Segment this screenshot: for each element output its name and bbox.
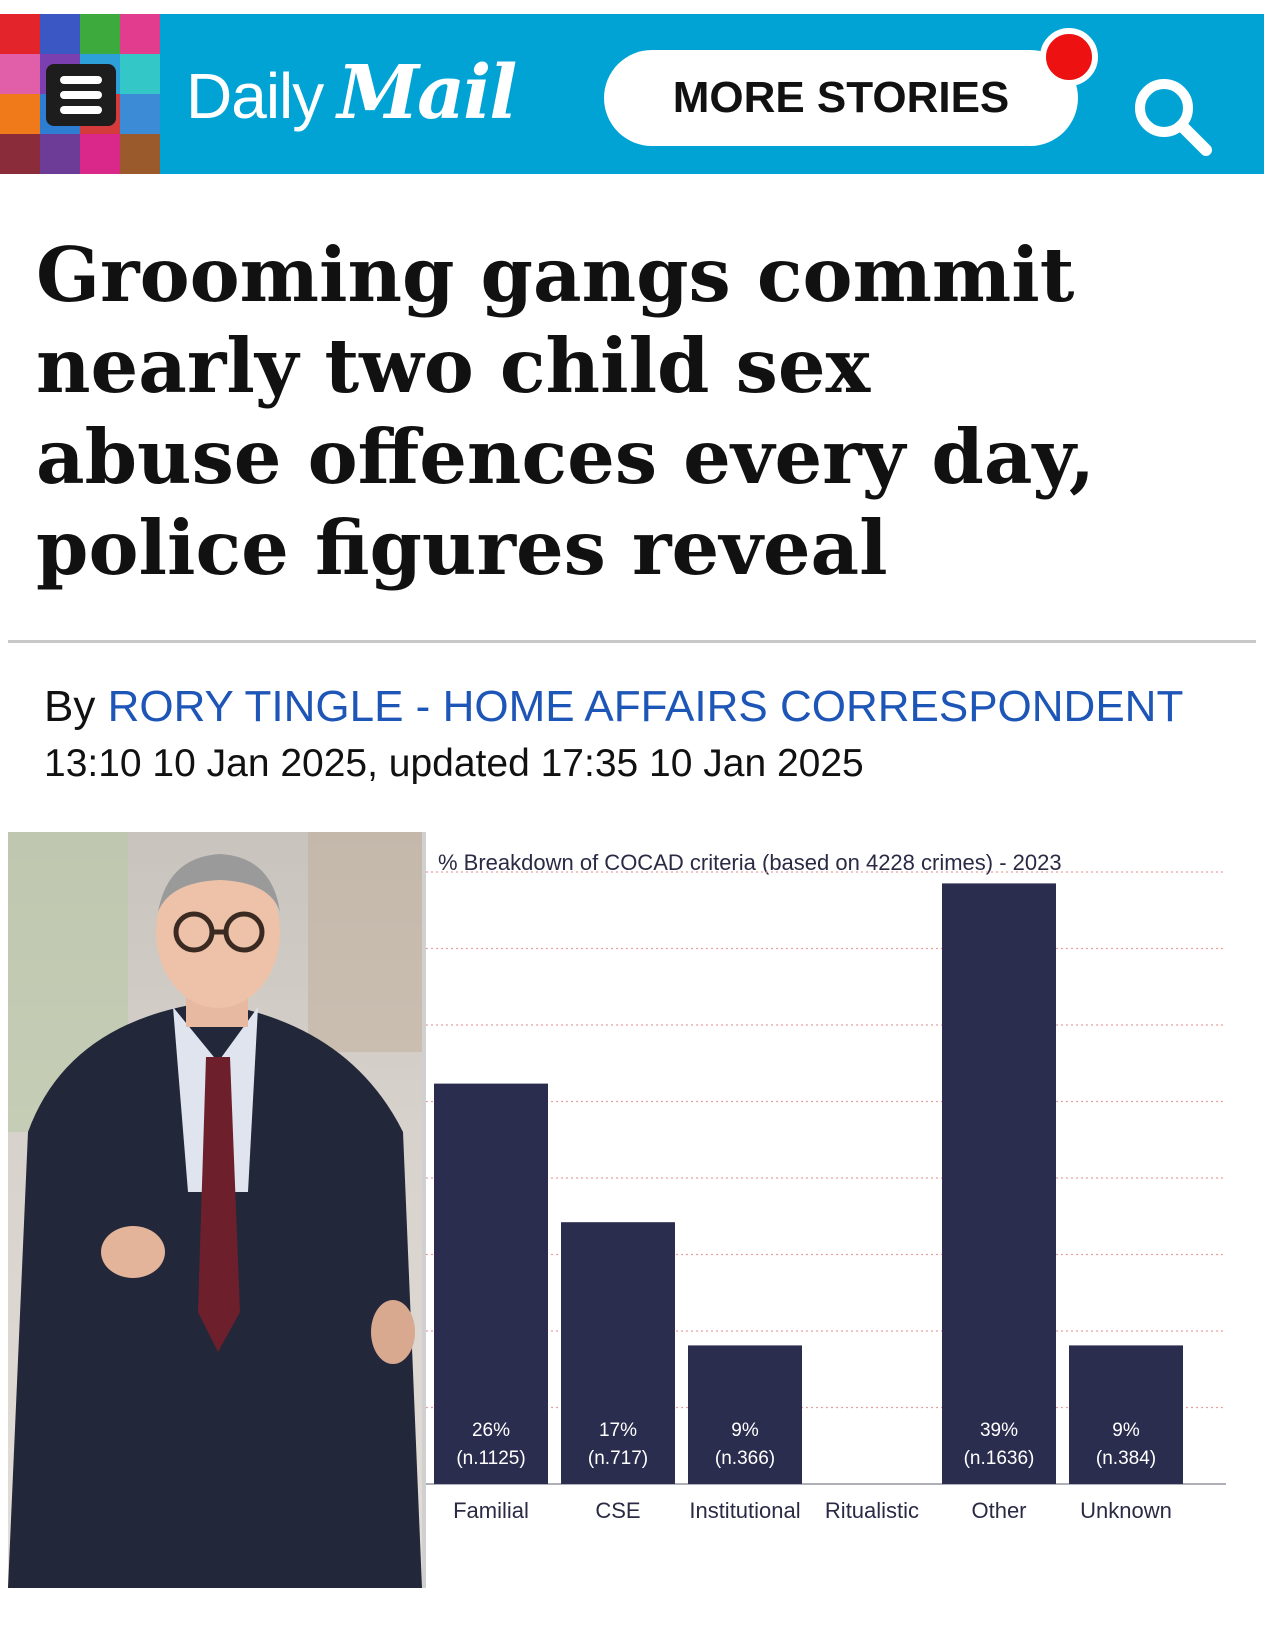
bar-count-label: (n.384) xyxy=(1096,1448,1156,1469)
bar-value-label: 26% xyxy=(472,1420,510,1441)
logo-color-blocks xyxy=(0,14,160,174)
author-link[interactable]: RORY TINGLE - HOME AFFAIRS CORRESPONDENT xyxy=(107,682,1184,731)
byline-prefix: By xyxy=(44,682,108,731)
photo-illustration xyxy=(8,832,422,1588)
search-icon[interactable] xyxy=(1130,74,1216,160)
category-label: Ritualistic xyxy=(825,1498,919,1523)
headline-divider xyxy=(8,640,1256,643)
category-label: CSE xyxy=(595,1498,640,1523)
image-divider xyxy=(422,832,426,1588)
more-stories-button[interactable]: MORE STORIES xyxy=(604,50,1078,146)
bar-count-label: (n.1125) xyxy=(456,1448,525,1469)
chart-canvas: 26% (n.1125) Familial 17% (n.717) CSE 9% (n.366… xyxy=(426,871,1226,1523)
bar-value-label: 9% xyxy=(731,1420,759,1441)
hamburger-menu-icon[interactable] xyxy=(46,64,116,126)
notification-dot-icon xyxy=(1040,28,1098,86)
bar-count-label: (n.1636) xyxy=(964,1448,1035,1469)
chart-bar xyxy=(1069,1345,1183,1484)
chart-bar xyxy=(942,883,1056,1484)
daily-mail-logo[interactable]: Daily Mail xyxy=(186,50,517,140)
chart-bar xyxy=(434,1083,548,1484)
article-dateline: 13:10 10 Jan 2025, updated 17:35 10 Jan … xyxy=(44,742,864,785)
category-label: Familial xyxy=(453,1498,529,1523)
category-label: Unknown xyxy=(1080,1498,1172,1523)
cocad-bar-chart: % Breakdown of COCAD criteria (based on … xyxy=(426,832,1256,1588)
bar-value-label: 9% xyxy=(1112,1420,1140,1441)
category-label: Other xyxy=(971,1498,1026,1523)
byline: By RORY TINGLE - HOME AFFAIRS CORRESPOND… xyxy=(44,682,1183,732)
category-label: Institutional xyxy=(689,1498,800,1523)
site-header: Daily Mail MORE STORIES xyxy=(0,14,1264,174)
chart-title: % Breakdown of COCAD criteria (based on … xyxy=(438,850,1062,875)
bar-count-label: (n.717) xyxy=(588,1448,648,1469)
chart-bar xyxy=(561,1222,675,1484)
article-photo xyxy=(8,832,422,1588)
chart-bar xyxy=(688,1345,802,1484)
brand-mail: Mail xyxy=(337,50,517,136)
brand-daily: Daily xyxy=(186,60,324,132)
bar-count-label: (n.366) xyxy=(715,1448,775,1469)
article-headline: Grooming gangs commit nearly two child s… xyxy=(36,231,1095,592)
bar-value-label: 39% xyxy=(980,1420,1018,1441)
bar-value-label: 17% xyxy=(599,1420,637,1441)
